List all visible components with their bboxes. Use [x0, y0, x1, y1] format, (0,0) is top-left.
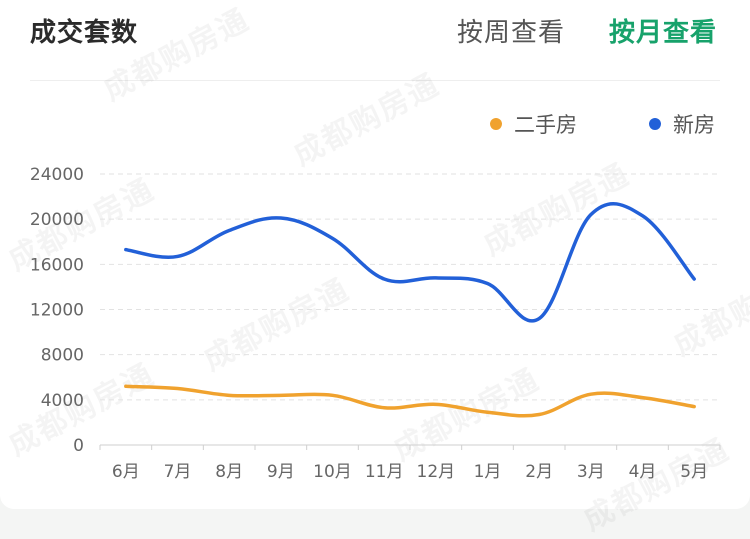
x-tick-label: 3月 [577, 462, 605, 482]
y-tick-label: 8000 [41, 346, 84, 366]
x-tick-label: 9月 [267, 462, 295, 482]
legend-marker [649, 118, 661, 130]
x-tick-label: 6月 [112, 462, 140, 482]
y-tick-label: 0 [73, 436, 84, 456]
line-chart: 0 4000 8000 12000 16000 20000 24000 6月 7月 8月 9月 10月… [30, 113, 721, 482]
x-tick-label: 7月 [164, 462, 192, 482]
header-divider [30, 80, 720, 81]
card-title: 成交套数 [30, 18, 139, 48]
series-line [124, 384, 696, 418]
card-header: 成交套数 按周查看 按月查看 [0, 0, 750, 80]
x-tick-label: 8月 [215, 462, 243, 482]
x-tick-label: 1月 [474, 462, 502, 482]
y-tick-label: 12000 [30, 301, 84, 321]
y-tick-label: 20000 [30, 210, 84, 230]
toggle-by-week[interactable]: 按周查看 [457, 18, 566, 48]
x-tick-label: 12月 [417, 462, 456, 482]
legend-label[interactable]: 新房 [673, 113, 715, 137]
legend-marker [490, 118, 502, 130]
toggle-by-month[interactable]: 按月查看 [609, 18, 718, 48]
x-tick-label: 10月 [313, 462, 352, 482]
series-line [124, 201, 696, 323]
y-tick-label: 24000 [30, 165, 84, 185]
x-tick-label: 4月 [629, 462, 657, 482]
y-tick-label: 16000 [30, 255, 84, 275]
x-tick-label: 5月 [680, 462, 708, 482]
legend-label[interactable]: 二手房 [514, 113, 577, 137]
x-tick-label: 11月 [365, 462, 404, 482]
y-tick-label: 4000 [41, 391, 84, 411]
x-tick-label: 2月 [525, 462, 553, 482]
